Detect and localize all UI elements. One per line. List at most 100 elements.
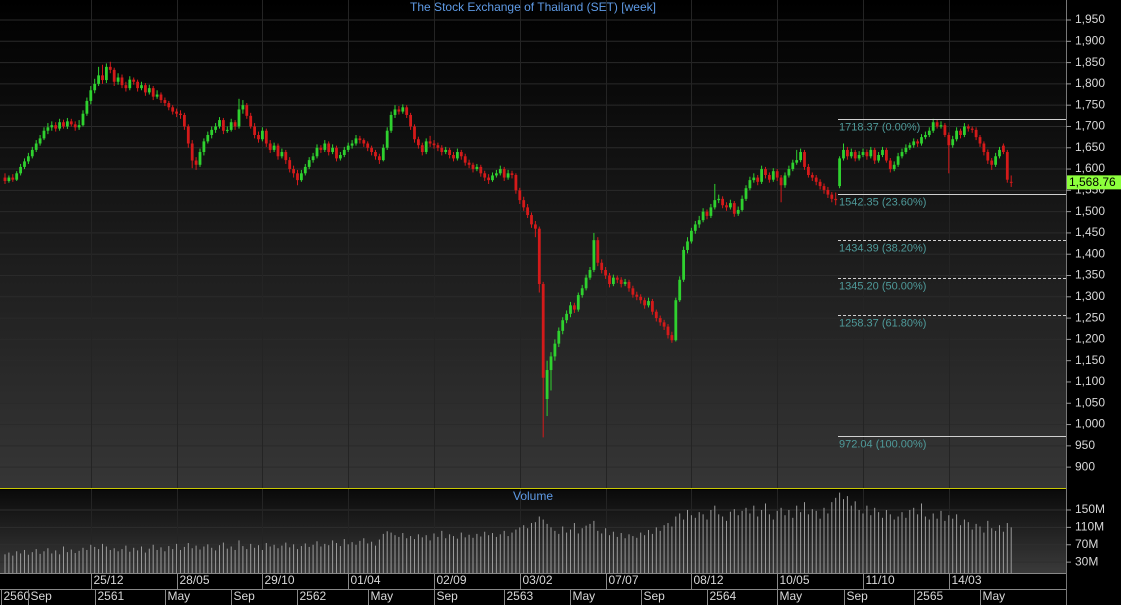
volume-bar (792, 517, 794, 573)
volume-bar (410, 536, 412, 573)
candle-body (42, 130, 46, 139)
candle-body (58, 122, 61, 129)
candle-body (838, 158, 842, 187)
volume-bar (960, 525, 962, 573)
x2-tick-label: Sep (31, 589, 53, 603)
candle-body (475, 166, 479, 170)
x-tick-label: 10/05 (780, 573, 810, 587)
volume-bar (382, 533, 384, 573)
volume-bar (476, 533, 478, 573)
volume-bar (608, 535, 610, 573)
volume-bar (468, 534, 470, 573)
candle-body (202, 141, 206, 153)
candle-body (658, 318, 662, 323)
candle-body (978, 137, 982, 144)
volume-bar (523, 525, 525, 573)
volume-bar (484, 531, 486, 573)
candle-body (377, 156, 381, 161)
candle-body (580, 288, 584, 296)
y-tick-label: 1,850 (1075, 55, 1105, 69)
volume-bar (176, 543, 178, 573)
candle-body (541, 284, 545, 378)
x-tick-label: 25/12 (94, 573, 124, 587)
volume-bar (386, 531, 388, 573)
volume-bar (807, 514, 809, 573)
candle-body (931, 122, 935, 131)
candle-body (124, 85, 128, 89)
candle-body (132, 79, 136, 82)
volume-bar (168, 546, 170, 573)
candle-body (225, 129, 229, 131)
volume-bar (928, 519, 930, 573)
y-tick-label: 1,000 (1075, 417, 1105, 431)
candle-body (413, 126, 416, 140)
volume-bar (835, 497, 837, 573)
volume-bar (647, 529, 649, 573)
volume-bar (113, 548, 115, 573)
y-tick-label: 1,300 (1075, 289, 1105, 303)
volume-bar (257, 545, 259, 573)
volume-bar (125, 545, 127, 573)
candle-body (565, 313, 568, 321)
candle-body (143, 85, 147, 93)
candle-body (65, 121, 69, 127)
candle-body (350, 143, 354, 146)
candle-body (77, 125, 81, 128)
y-tick-label: 1,750 (1075, 97, 1105, 111)
candle-body (935, 122, 939, 127)
right-axis (1066, 0, 1121, 605)
volume-bar (121, 549, 123, 573)
volume-bar (269, 546, 271, 573)
candle-body (498, 169, 502, 174)
volume-bar (43, 551, 45, 573)
volume-bar (862, 513, 864, 573)
volume-bar (804, 502, 806, 573)
candle-body (85, 100, 89, 114)
candle-body (346, 145, 350, 150)
candle-body (611, 277, 615, 285)
candle-body (526, 207, 529, 216)
candle-body (140, 85, 143, 89)
candle-body (409, 114, 412, 127)
volume-bar (569, 529, 571, 573)
volume-bar (940, 510, 942, 573)
volume-bar (35, 549, 37, 573)
candle-body (327, 143, 331, 153)
candle-body (912, 141, 916, 146)
volume-bar (355, 544, 357, 573)
candle-body (994, 156, 998, 165)
volume-bar (207, 544, 209, 573)
volume-bar (304, 543, 306, 573)
candle-body (1009, 181, 1013, 183)
candle-body (959, 130, 962, 135)
candle-body (342, 149, 346, 156)
candle-body (600, 262, 604, 270)
volume-bar (722, 516, 724, 573)
volume-bar (956, 514, 958, 573)
candle-body (924, 134, 927, 138)
volume-bar (16, 551, 18, 573)
volume-bar (347, 544, 349, 573)
candle-body (323, 143, 327, 150)
volume-bar (726, 520, 728, 573)
volume-bar (242, 546, 244, 573)
volume-bar (562, 526, 564, 573)
candle-body (939, 125, 943, 127)
y-tick-label: 1,950 (1075, 12, 1105, 26)
volume-bar (854, 501, 856, 573)
candle-body (221, 120, 225, 131)
volume-bar (433, 533, 435, 573)
candle-body (280, 152, 284, 157)
candle-body (26, 156, 30, 162)
candle-body (179, 113, 182, 115)
volume-bar (593, 520, 595, 573)
volume-bar (289, 547, 291, 573)
candle-body (569, 305, 572, 314)
volume-bar (20, 553, 22, 573)
candle-body (810, 175, 814, 178)
candle-body (608, 275, 611, 285)
volume-bar (74, 553, 76, 573)
y-tick-label: 1,100 (1075, 374, 1105, 388)
candle-body (834, 198, 838, 201)
